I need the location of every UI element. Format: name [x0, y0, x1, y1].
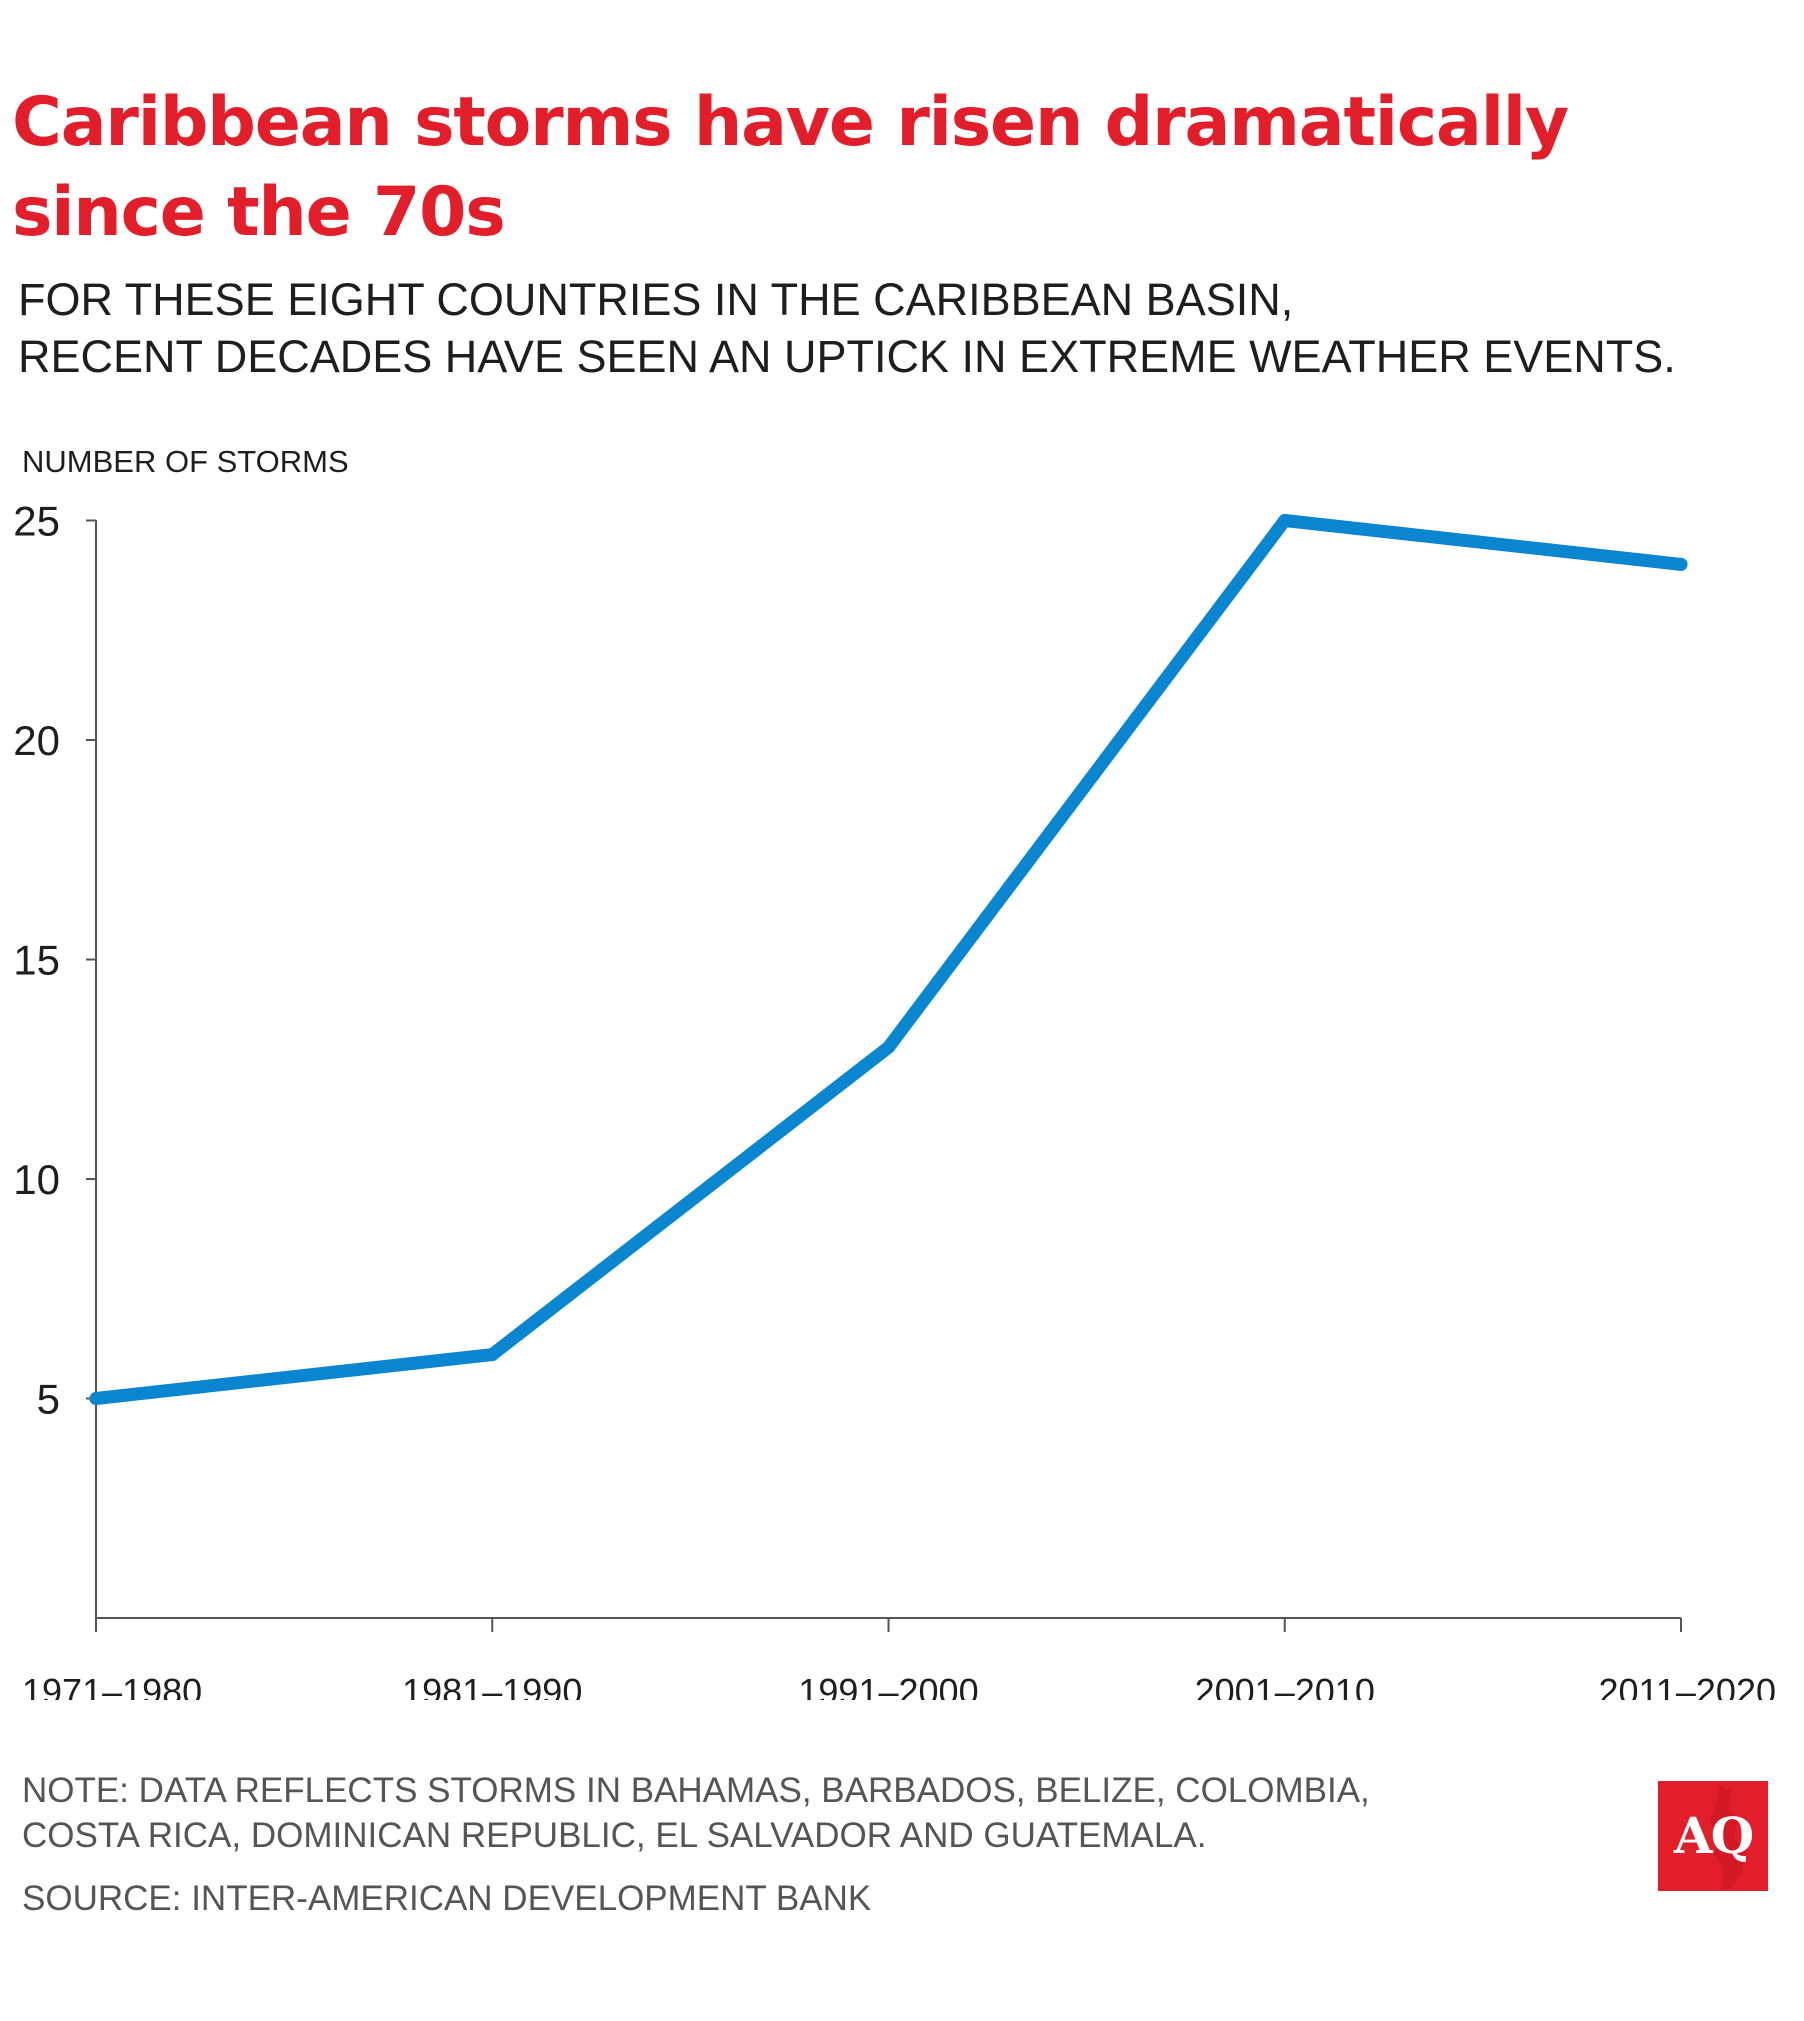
x-tick-label: 1981–1990	[402, 1671, 582, 1700]
subtitle-line-1: FOR THESE EIGHT COUNTRIES IN THE CARIBBE…	[18, 274, 1294, 325]
data-point	[485, 1348, 499, 1362]
y-tick-label: 15	[13, 937, 60, 984]
data-point	[1278, 514, 1292, 527]
y-axis-ticks: 5 10 15 20 25	[13, 498, 96, 1423]
series-layer	[89, 514, 1688, 1405]
map-watermark-icon	[1710, 1785, 1746, 1889]
x-axis-ticks: 1971–1980 1981–1990 1991–2000 2001–2010 2011…	[22, 1618, 1776, 1700]
chart-title: Caribbean storms have risen dramatically…	[12, 83, 1569, 252]
chart-note: NOTE: DATA REFLECTS STORMS IN BAHAMAS, B…	[22, 1768, 1582, 1858]
data-point	[882, 1040, 895, 1054]
chart-subtitle: FOR THESE EIGHT COUNTRIES IN THE CARIBBE…	[18, 271, 1778, 385]
line-chart: NUMBER OF STORMS 5 10 15 20 25 1971–1980 1981…	[13, 444, 1776, 1700]
y-tick-label: 10	[13, 1156, 60, 1203]
series-line	[89, 514, 1688, 1405]
x-tick-label: 2001–2010	[1195, 1671, 1375, 1700]
chart-source: SOURCE: INTER-AMERICAN DEVELOPMENT BANK	[22, 1879, 872, 1918]
data-point	[1674, 557, 1688, 571]
x-tick-label: 1971–1980	[22, 1671, 202, 1700]
note-line-1: NOTE: DATA REFLECTS STORMS IN BAHAMAS, B…	[22, 1771, 1370, 1810]
aq-logo: AQ	[1658, 1781, 1768, 1891]
x-tick-label: 1991–2000	[798, 1671, 978, 1700]
y-axis-title: NUMBER OF STORMS	[22, 444, 349, 479]
data-point	[89, 1392, 103, 1405]
y-tick-label: 20	[13, 717, 60, 764]
y-tick-label: 25	[13, 498, 60, 545]
subtitle-line-2: RECENT DECADES HAVE SEEN AN UPTICK IN EX…	[18, 331, 1676, 382]
x-tick-label: 2011–2020	[1598, 1671, 1776, 1700]
y-tick-label: 5	[37, 1376, 60, 1423]
note-line-2: COSTA RICA, DOMINICAN REPUBLIC, EL SALVA…	[22, 1816, 1207, 1855]
logo-text: AQ	[1673, 1806, 1754, 1865]
